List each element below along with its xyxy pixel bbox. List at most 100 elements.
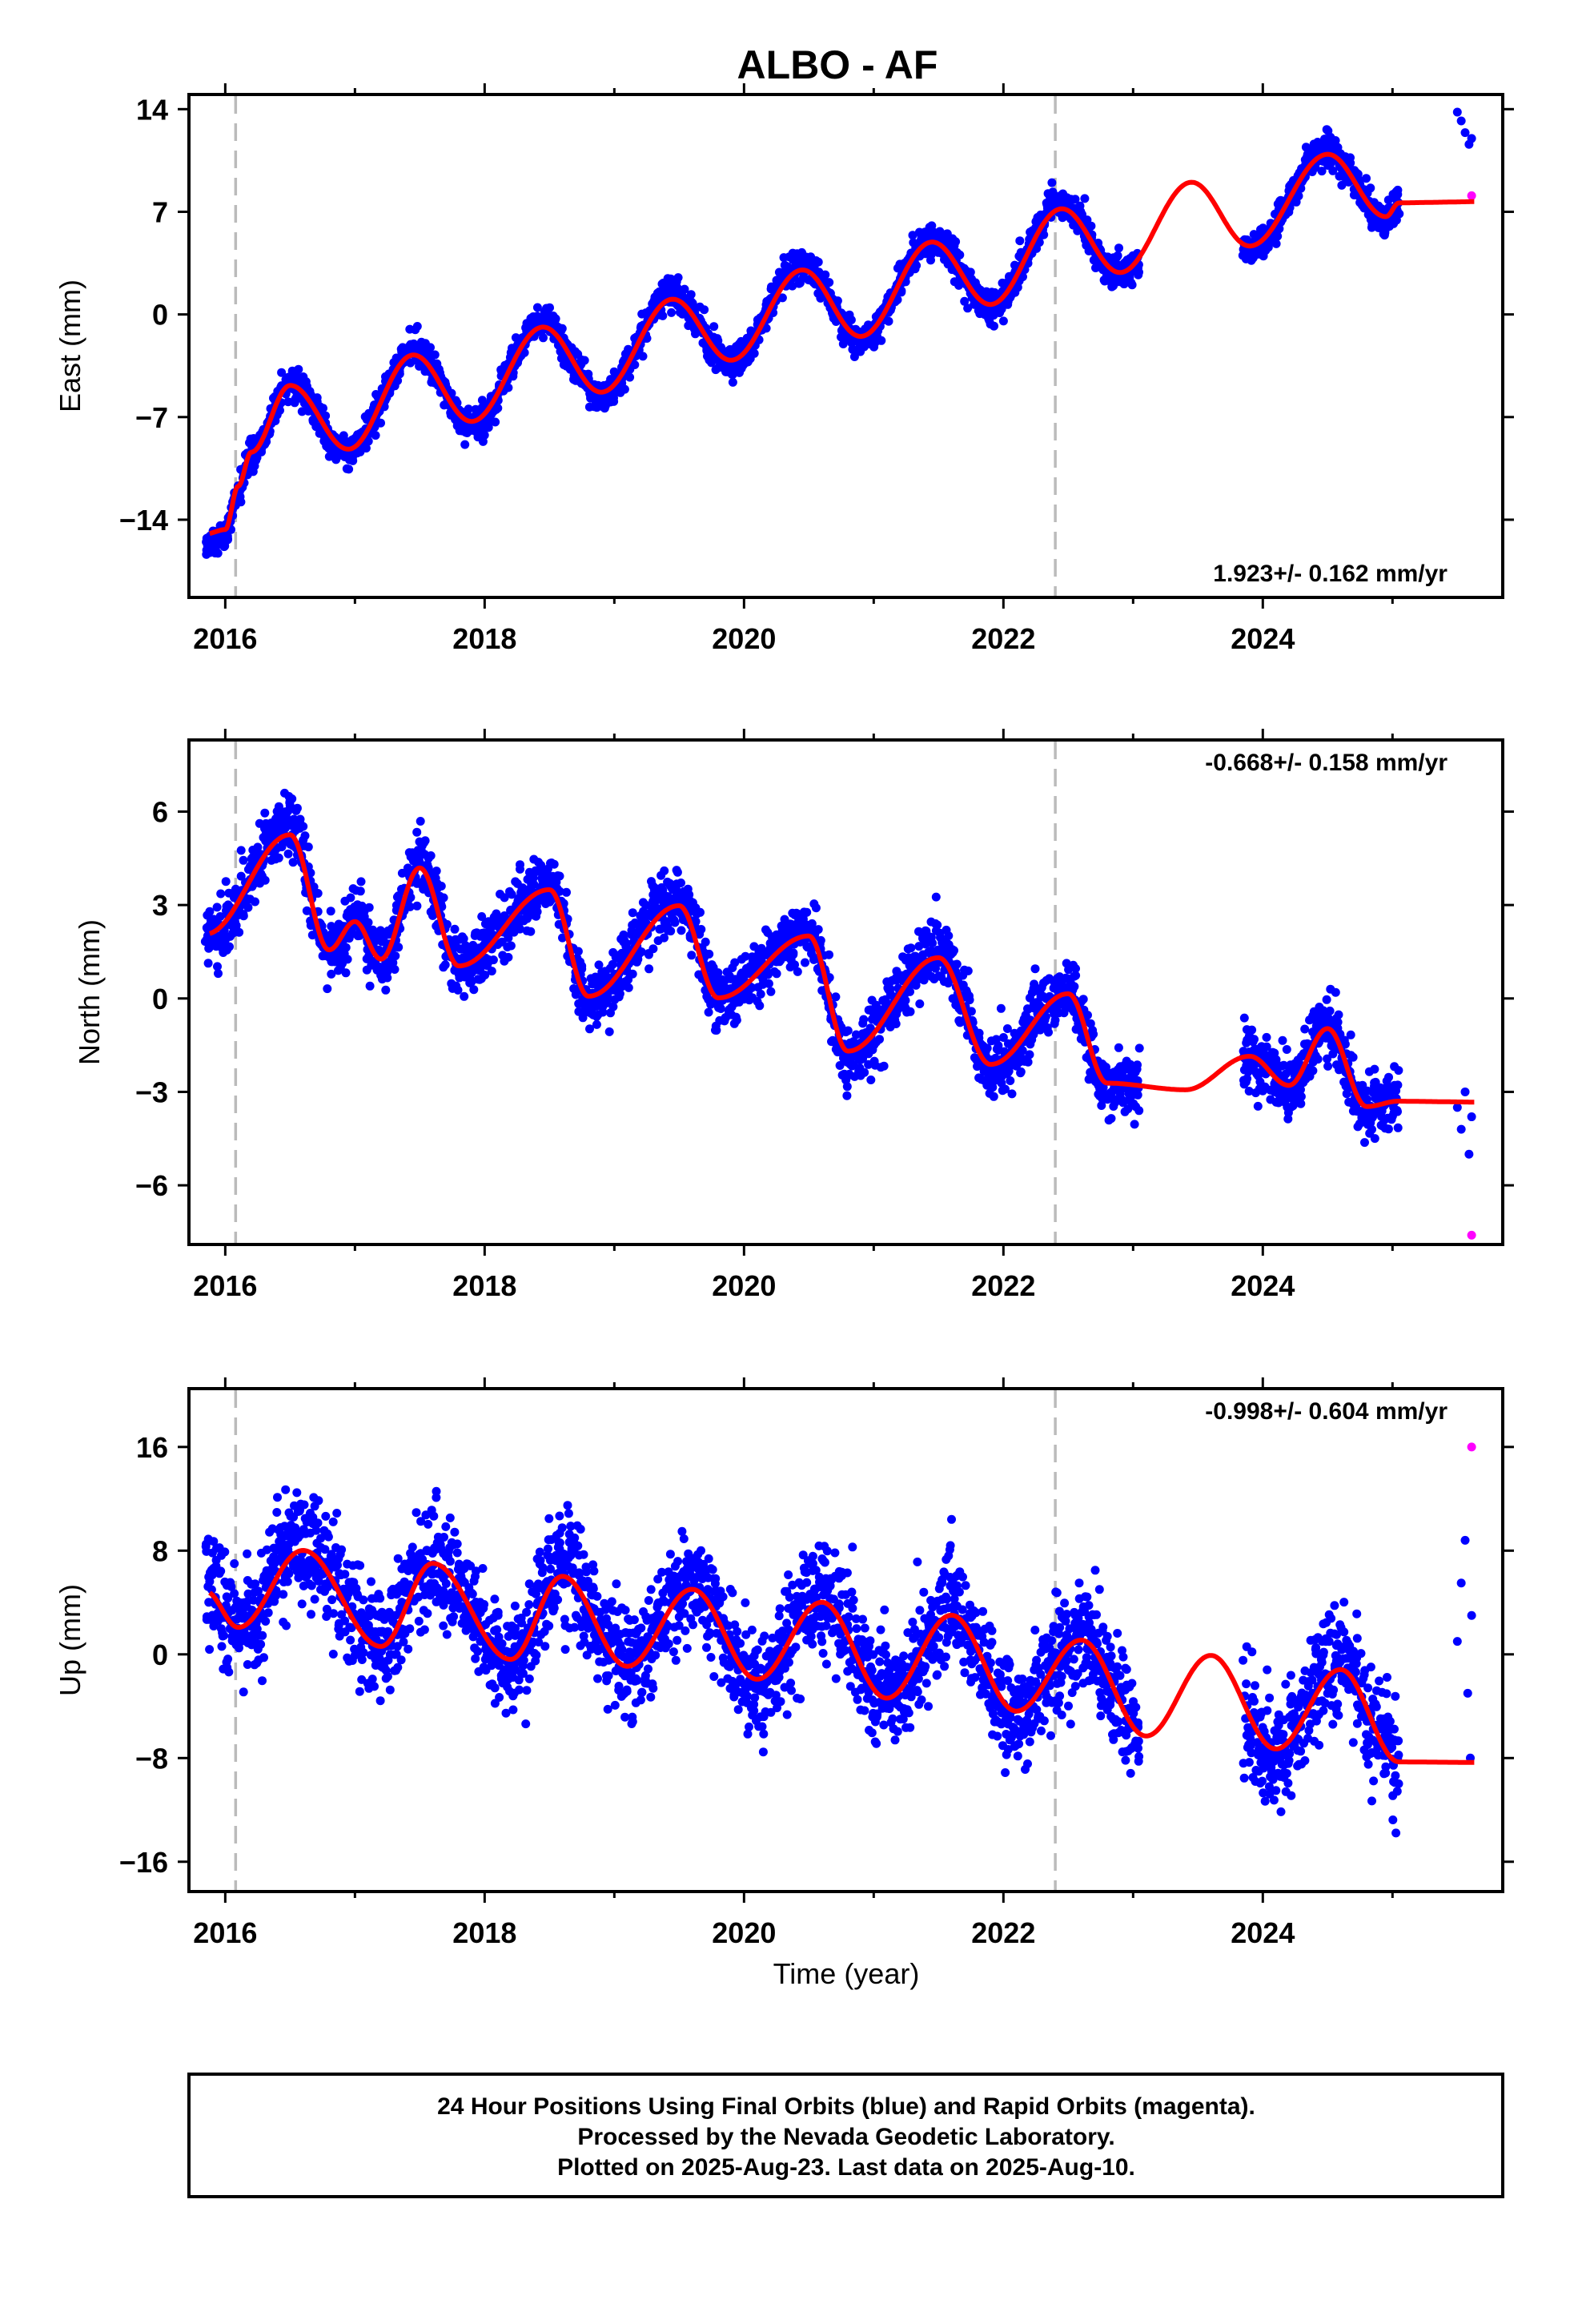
north-data-point (221, 877, 231, 887)
east-y-tick-label: 7 (152, 195, 168, 228)
east-data-point (667, 308, 677, 317)
east-data-point (504, 383, 513, 392)
north-data-point (1006, 1076, 1015, 1085)
north-data-point (860, 1068, 869, 1077)
east-data-point (545, 303, 554, 312)
north-data-point (299, 822, 308, 831)
north-data-point (549, 859, 559, 869)
north-data-point (928, 939, 938, 948)
north-data-point (1007, 1089, 1017, 1099)
east-y-axis-label: East (mm) (54, 279, 86, 412)
north-data-point (701, 937, 710, 947)
north-data-point (842, 1082, 852, 1092)
north-data-point (1016, 1067, 1026, 1076)
north-data-point (260, 808, 270, 818)
east-data-point (480, 430, 489, 440)
north-data-point (436, 882, 446, 891)
north-data-point (604, 1027, 614, 1036)
east-data-point (1080, 194, 1090, 203)
north-data-point (906, 943, 916, 953)
north-data-point (488, 955, 498, 965)
north-data-point (300, 831, 310, 841)
east-data-point (430, 350, 440, 360)
north-data-point (802, 907, 812, 917)
east-data-point (884, 316, 893, 326)
north-data-point (260, 875, 270, 885)
north-data-point (859, 1015, 869, 1024)
east-data-point (539, 333, 548, 343)
north-data-point (598, 1007, 608, 1017)
east-x-tick-label: 2018 (452, 622, 516, 655)
north-data-point (704, 1007, 713, 1017)
east-data-point (1452, 107, 1462, 117)
east-data-point (319, 404, 327, 413)
east-data-point (297, 407, 307, 416)
north-data-point (628, 908, 637, 918)
north-data-point (292, 803, 302, 813)
north-data-point (506, 941, 516, 951)
east-data-point (638, 352, 648, 361)
north-data-point (412, 901, 422, 911)
north-data-point (341, 968, 351, 978)
east-data-point (371, 431, 380, 440)
north-data-point (697, 925, 706, 934)
east-data-point (213, 549, 223, 558)
north-data-point (891, 1019, 901, 1028)
north-data-point (391, 951, 400, 961)
north-data-point (283, 849, 293, 858)
north-data-point (364, 903, 374, 912)
east-data-point (493, 404, 503, 413)
east-data-point (363, 436, 373, 446)
north-data-point (996, 1003, 1006, 1013)
east-data-point (825, 278, 834, 287)
east-data-point (1113, 251, 1122, 260)
east-data-point (361, 444, 371, 453)
north-data-point (772, 969, 781, 979)
north-data-points (200, 788, 1476, 1240)
east-data-point (1395, 209, 1404, 219)
north-data-point (677, 879, 685, 887)
east-data-point (1366, 183, 1375, 193)
east-data-point (998, 316, 1008, 326)
north-data-point (239, 855, 248, 865)
east-data-point (321, 411, 331, 420)
north-data-point (660, 866, 669, 875)
east-data-point (277, 368, 287, 377)
north-data-point (341, 943, 351, 952)
north-data-point (1044, 1027, 1053, 1037)
east-data-point (275, 406, 284, 415)
east-x-tick-label: 2024 (1231, 622, 1295, 655)
north-data-point (356, 877, 366, 887)
east-rate-annotation: 1.923+/- 0.162 mm/yr (1213, 561, 1447, 587)
north-data-point (666, 927, 676, 936)
north-data-point (716, 1004, 725, 1013)
east-x-tick-label: 2020 (712, 622, 776, 655)
east-data-points (202, 107, 1476, 559)
east-y-tick-label: −7 (135, 401, 168, 434)
north-data-point (203, 959, 213, 968)
north-data-point (1071, 971, 1081, 980)
east-data-point (393, 376, 403, 385)
north-data-point (274, 853, 283, 862)
east-data-point (620, 384, 629, 394)
north-data-point (669, 915, 679, 925)
north-data-point (1030, 964, 1040, 974)
north-data-point (963, 966, 973, 975)
north-data-point (216, 889, 226, 899)
north-data-point (801, 958, 809, 967)
north-data-point (390, 965, 400, 974)
east-data-point (990, 321, 998, 331)
north-data-point (789, 948, 798, 958)
north-data-point (239, 911, 248, 921)
north-data-point (383, 973, 392, 983)
east-data-point (658, 311, 668, 320)
north-data-point (1023, 1057, 1033, 1067)
north-data-point (879, 1061, 889, 1071)
north-data-point (831, 992, 841, 1002)
east-data-point (1047, 178, 1057, 187)
north-data-point (526, 927, 536, 936)
north-data-point (915, 999, 925, 1008)
north-data-point (303, 842, 313, 852)
